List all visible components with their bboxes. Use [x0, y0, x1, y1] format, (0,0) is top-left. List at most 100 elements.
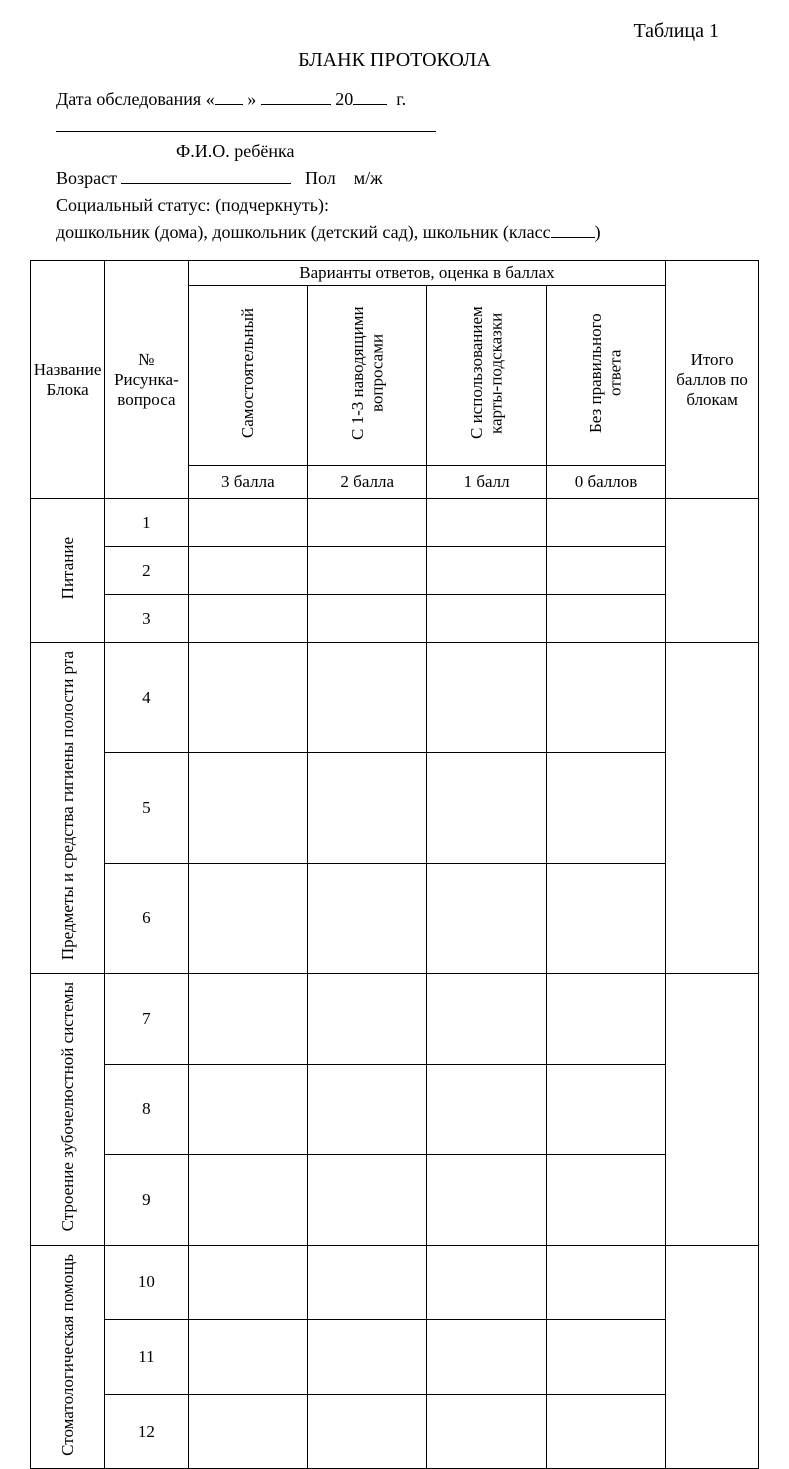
table-row: 3: [31, 595, 759, 643]
question-number-cell: 7: [105, 974, 188, 1064]
block-total-cell[interactable]: [666, 1245, 759, 1469]
fio-blank[interactable]: [56, 113, 436, 132]
variant-label-1: С 1-3 наводящими вопросами: [348, 288, 387, 458]
answer-cell[interactable]: [188, 499, 307, 547]
answer-cell[interactable]: [427, 863, 546, 973]
answer-cell[interactable]: [308, 1155, 427, 1245]
answer-cell[interactable]: [308, 499, 427, 547]
col-header-block: Название Блока: [31, 261, 105, 499]
answer-cell[interactable]: [308, 974, 427, 1064]
question-number-cell: 10: [105, 1245, 188, 1320]
fio-line: [56, 113, 749, 140]
answer-cell[interactable]: [546, 547, 665, 595]
class-blank[interactable]: [551, 219, 595, 238]
answer-cell[interactable]: [308, 547, 427, 595]
answer-cell[interactable]: [546, 974, 665, 1064]
answer-cell[interactable]: [546, 595, 665, 643]
answer-cell[interactable]: [427, 974, 546, 1064]
table-row: Строение зубочелюстной системы7: [31, 974, 759, 1064]
answer-cell[interactable]: [188, 1394, 307, 1469]
score-header-2: 1 балл: [427, 466, 546, 499]
block-total-cell[interactable]: [666, 643, 759, 974]
table-row: Стоматологическая помощь10: [31, 1245, 759, 1320]
answer-cell[interactable]: [427, 1155, 546, 1245]
answer-cell[interactable]: [427, 499, 546, 547]
answer-cell[interactable]: [546, 1320, 665, 1395]
date-mid: »: [247, 89, 256, 109]
answer-cell[interactable]: [308, 1394, 427, 1469]
answer-cell[interactable]: [427, 1320, 546, 1395]
answer-cell[interactable]: [188, 753, 307, 863]
answer-cell[interactable]: [427, 547, 546, 595]
question-number-cell: 1: [105, 499, 188, 547]
answer-cell[interactable]: [427, 1064, 546, 1154]
score-header-1: 2 балла: [308, 466, 427, 499]
question-number-cell: 9: [105, 1155, 188, 1245]
block-name-cell: Предметы и средства гигиены полости рта: [31, 643, 105, 974]
answer-cell[interactable]: [427, 1245, 546, 1320]
answer-cell[interactable]: [308, 1245, 427, 1320]
question-number-cell: 6: [105, 863, 188, 973]
date-day-blank[interactable]: [215, 86, 243, 105]
age-sex-line: Возраст Пол м/ж: [56, 165, 749, 192]
age-label: Возраст: [56, 168, 117, 188]
answer-cell[interactable]: [188, 643, 307, 753]
answer-cell[interactable]: [188, 1245, 307, 1320]
answer-cell[interactable]: [546, 643, 665, 753]
table-row: 12: [31, 1394, 759, 1469]
answer-cell[interactable]: [546, 753, 665, 863]
question-number-cell: 4: [105, 643, 188, 753]
table-row: 2: [31, 547, 759, 595]
variant-label-2: С использованием карты-подсказки: [467, 288, 506, 458]
answer-cell[interactable]: [427, 595, 546, 643]
answer-cell[interactable]: [188, 1320, 307, 1395]
col-header-variants: Варианты ответов, оценка в баллах: [188, 261, 666, 286]
answer-cell[interactable]: [308, 1320, 427, 1395]
status-options-text: дошкольник (дома), дошкольник (детский с…: [56, 222, 551, 242]
answer-cell[interactable]: [188, 1155, 307, 1245]
status-line: Социальный статус: (подчеркнуть):: [56, 192, 749, 219]
answer-cell[interactable]: [546, 1245, 665, 1320]
answer-cell[interactable]: [546, 1394, 665, 1469]
variant-header-0: Самостоятельный: [188, 286, 307, 466]
table-row: 8: [31, 1064, 759, 1154]
block-name-label: Предметы и средства гигиены полости рта: [58, 645, 78, 966]
question-number-cell: 12: [105, 1394, 188, 1469]
block-total-cell[interactable]: [666, 974, 759, 1245]
col-header-number: № Рисунка-вопроса: [105, 261, 188, 499]
date-month-blank[interactable]: [261, 86, 331, 105]
variant-header-1: С 1-3 наводящими вопросами: [308, 286, 427, 466]
date-line: Дата обследования « » 20 г.: [56, 86, 749, 113]
question-number-cell: 2: [105, 547, 188, 595]
table-row: 5: [31, 753, 759, 863]
answer-cell[interactable]: [188, 863, 307, 973]
block-name-label: Строение зубочелюстной системы: [58, 976, 78, 1237]
answer-cell[interactable]: [188, 974, 307, 1064]
answer-cell[interactable]: [546, 863, 665, 973]
answer-cell[interactable]: [308, 643, 427, 753]
question-number-cell: 5: [105, 753, 188, 863]
answer-cell[interactable]: [188, 1064, 307, 1154]
answer-cell[interactable]: [427, 643, 546, 753]
variant-label-3: Без правильного ответа: [586, 288, 625, 458]
date-year-prefix: 20: [335, 89, 353, 109]
answer-cell[interactable]: [188, 595, 307, 643]
score-header-3: 0 баллов: [546, 466, 665, 499]
answer-cell[interactable]: [427, 753, 546, 863]
answer-cell[interactable]: [308, 753, 427, 863]
answer-cell[interactable]: [546, 1064, 665, 1154]
answer-cell[interactable]: [546, 499, 665, 547]
date-year-blank[interactable]: [353, 86, 387, 105]
answer-cell[interactable]: [308, 595, 427, 643]
sex-label: Пол: [305, 168, 336, 188]
answer-cell[interactable]: [188, 547, 307, 595]
answer-cell[interactable]: [427, 1394, 546, 1469]
answer-cell[interactable]: [308, 1064, 427, 1154]
table-row: Предметы и средства гигиены полости рта4: [31, 643, 759, 753]
form-header: Дата обследования « » 20 г. Ф.И.О. ребён…: [30, 86, 759, 246]
answer-cell[interactable]: [308, 863, 427, 973]
answer-cell[interactable]: [546, 1155, 665, 1245]
question-number-cell: 3: [105, 595, 188, 643]
block-total-cell[interactable]: [666, 499, 759, 643]
age-blank[interactable]: [121, 165, 291, 184]
